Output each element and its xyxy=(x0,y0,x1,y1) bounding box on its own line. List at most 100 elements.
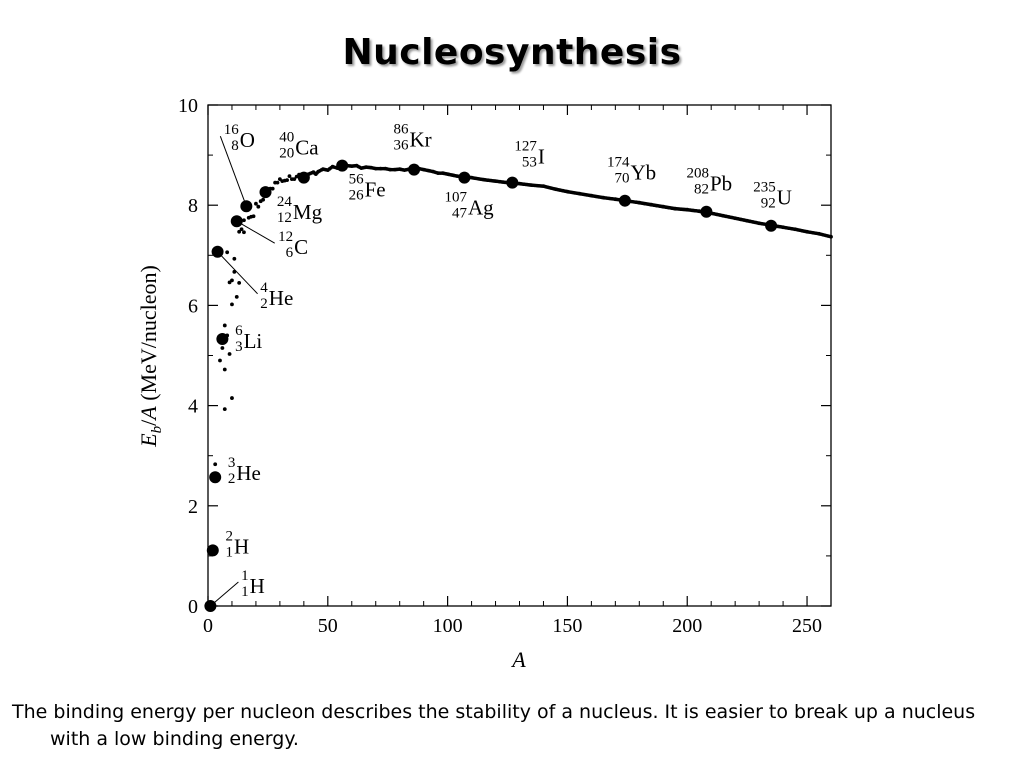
data-point xyxy=(232,256,237,261)
element-symbol: Fe xyxy=(365,178,386,202)
mass-number: 174 xyxy=(607,155,630,171)
data-point xyxy=(254,201,258,206)
element-symbol: He xyxy=(269,286,294,310)
y-tick-label: 0 xyxy=(188,596,198,618)
data-point xyxy=(528,183,532,187)
y-axis-label: Eb/A (MeV/nucleon) xyxy=(136,265,165,448)
nuclide-marker-40Ca xyxy=(297,171,310,184)
data-point xyxy=(367,165,372,170)
data-point xyxy=(222,323,227,328)
atomic-number: 1 xyxy=(241,584,249,600)
data-point xyxy=(564,189,568,194)
data-point xyxy=(275,180,280,185)
data-point xyxy=(719,213,724,218)
data-point xyxy=(292,177,297,182)
data-point xyxy=(425,168,429,173)
data-point xyxy=(287,174,292,179)
data-point xyxy=(779,225,784,229)
element-symbol: Kr xyxy=(409,128,431,152)
data-point xyxy=(755,221,760,225)
element-symbol: C xyxy=(294,235,308,259)
atomic-number: 2 xyxy=(260,296,268,312)
nuclide-marker-6Li xyxy=(216,332,229,345)
data-point xyxy=(434,170,439,175)
x-tick-label: 200 xyxy=(672,615,702,637)
atomic-number: 12 xyxy=(277,210,292,226)
nuclide-marker-127I xyxy=(506,176,519,189)
data-point xyxy=(242,218,246,223)
data-point xyxy=(480,177,484,182)
y-tick-label: 8 xyxy=(188,195,198,217)
nuclide-label-1H: 11 H xyxy=(241,568,265,600)
nuclide-marker-4He xyxy=(211,245,224,258)
y-tick-label: 2 xyxy=(188,496,198,518)
x-tick-label: 50 xyxy=(318,615,338,637)
data-point xyxy=(396,167,400,172)
leader-line xyxy=(210,581,239,607)
mass-number: 6 xyxy=(235,323,243,339)
nuclide-marker-208Pb xyxy=(700,205,713,218)
element-symbol: U xyxy=(777,186,792,210)
nuclide-label-12C: 126 C xyxy=(278,229,308,261)
data-point xyxy=(220,346,225,350)
element-symbol: Yb xyxy=(631,161,657,185)
data-point xyxy=(492,179,496,183)
data-point xyxy=(439,171,444,175)
data-point xyxy=(803,229,808,234)
element-symbol: Pb xyxy=(710,172,732,196)
element-symbol: O xyxy=(240,128,255,152)
data-point xyxy=(671,206,676,211)
nuclide-marker-1H xyxy=(204,600,217,612)
data-point xyxy=(453,174,458,178)
labeled-nuclei-markers xyxy=(204,159,778,612)
data-point xyxy=(285,178,289,183)
data-point xyxy=(576,191,580,196)
data-point xyxy=(377,166,381,171)
data-point xyxy=(230,396,234,400)
data-point xyxy=(381,166,386,171)
data-point xyxy=(324,167,329,172)
data-point xyxy=(612,197,616,201)
nuclide-label-4He: 42 He xyxy=(260,280,293,312)
data-point xyxy=(401,167,405,172)
data-point xyxy=(420,167,424,172)
element-symbol: Li xyxy=(244,329,263,353)
nuclide-marker-3He xyxy=(209,471,222,484)
nuclide-marker-24Mg xyxy=(259,186,272,199)
mass-number: 86 xyxy=(393,122,409,138)
element-symbol: H xyxy=(234,534,249,558)
data-point xyxy=(815,231,820,236)
label-leader-lines xyxy=(210,136,276,607)
element-symbol: Ag xyxy=(468,196,494,220)
y-tick-label: 4 xyxy=(188,396,198,418)
leader-line xyxy=(217,251,258,295)
data-point xyxy=(261,197,266,202)
nuclide-marker-107Ag xyxy=(458,171,471,184)
data-point xyxy=(353,163,357,168)
data-point xyxy=(315,171,319,175)
mass-number: 16 xyxy=(224,122,240,138)
nuclide-marker-2H xyxy=(206,544,219,557)
data-point xyxy=(230,278,234,283)
element-symbol: He xyxy=(236,461,261,485)
nuclide-marker-86Kr xyxy=(408,163,421,176)
data-point xyxy=(242,230,246,235)
mass-number: 2 xyxy=(225,528,233,544)
data-point xyxy=(319,168,324,172)
data-point xyxy=(329,165,333,170)
nuclide-marker-16O xyxy=(240,200,253,213)
data-point xyxy=(731,216,736,220)
x-tick-label: 150 xyxy=(552,615,582,637)
data-point xyxy=(270,186,275,191)
atomic-number: 53 xyxy=(522,155,537,171)
nuclide-label-3He: 32 He xyxy=(228,455,261,487)
atomic-number: 1 xyxy=(225,544,233,560)
y-tick-label: 6 xyxy=(188,295,198,317)
atomic-number: 36 xyxy=(393,138,409,154)
data-point xyxy=(386,167,391,172)
atomic-number: 3 xyxy=(235,339,243,355)
data-point xyxy=(791,227,796,231)
